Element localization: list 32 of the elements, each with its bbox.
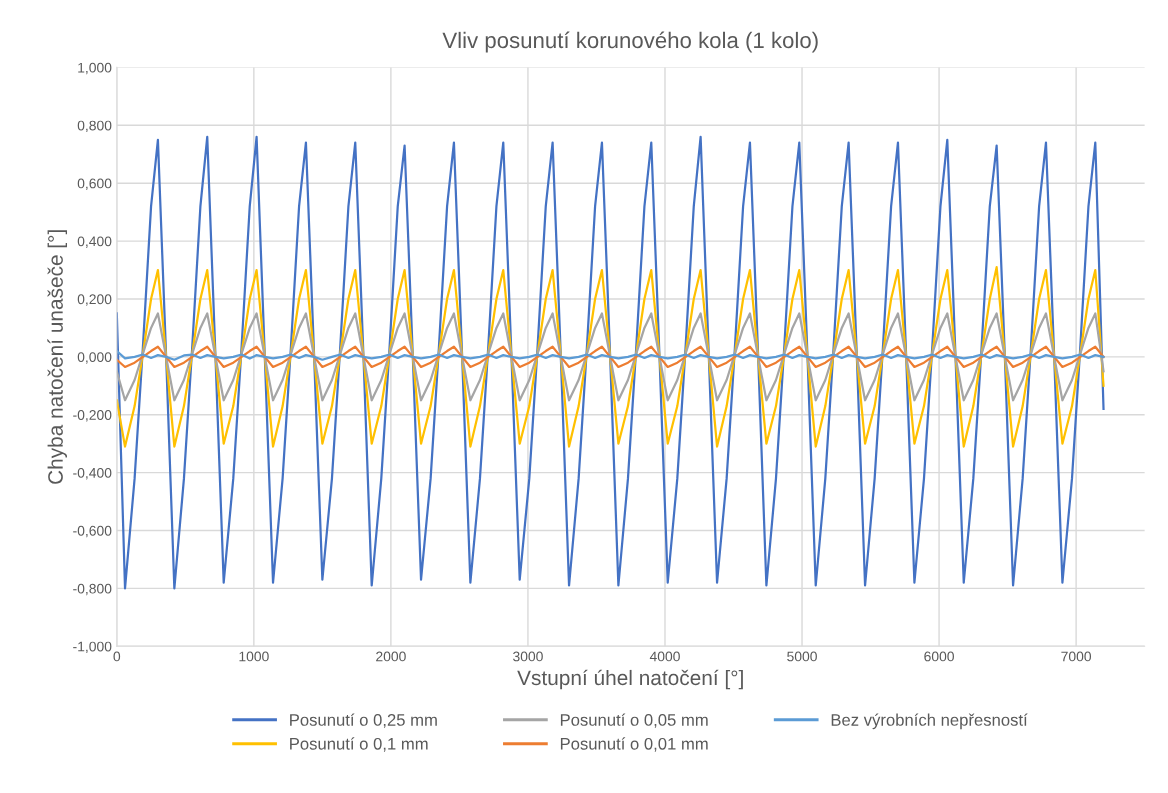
y-tick-label: 0,000	[77, 352, 112, 364]
line-series	[116, 312, 1105, 402]
x-tick-label: 2000	[376, 651, 406, 662]
y-tick-label: -0,200	[73, 410, 112, 422]
line-series	[116, 345, 1105, 369]
x-tick-label: 0	[113, 651, 121, 662]
x-tick-label: 4000	[649, 651, 680, 662]
y-tick-label: -0,800	[73, 583, 112, 596]
y-tick-label: 0,600	[77, 178, 112, 190]
line-series	[116, 266, 1105, 448]
y-tick-label: -0,400	[73, 467, 112, 480]
y-axis-title: Chyba natočení unašeče [°]	[47, 230, 68, 484]
y-tick-label: 0,800	[77, 120, 112, 133]
legend-label: Posunutí o 0,25 mm	[290, 713, 437, 728]
y-tick-label: 1,000	[78, 62, 112, 75]
chart-title: Vliv posunutí korunového kola (1 kolo)	[442, 31, 818, 53]
legend-label: Bez výrobních nepřesností	[831, 713, 1028, 730]
x-tick-label: 7000	[1061, 651, 1092, 662]
x-tick-label: 1000	[239, 651, 269, 662]
legend-label: Posunutí o 0,01 mm	[560, 737, 708, 752]
x-tick-label: 3000	[513, 651, 543, 662]
legend-label: Posunutí o 0,05 mm	[560, 713, 708, 728]
line-series	[116, 135, 1105, 590]
y-tick-label: -0,600	[73, 525, 112, 538]
x-axis-title: Vstupní úhel natočení [°]	[517, 669, 743, 690]
x-tick-label: 5000	[787, 651, 817, 662]
y-tick-label: 0,200	[77, 294, 112, 306]
legend-label: Posunutí o 0,1 mm	[290, 737, 428, 752]
y-tick-label: 0,400	[77, 236, 112, 248]
y-tick-label: -1,000	[73, 641, 112, 654]
x-tick-label: 6000	[924, 651, 954, 662]
line-series	[116, 349, 1105, 361]
